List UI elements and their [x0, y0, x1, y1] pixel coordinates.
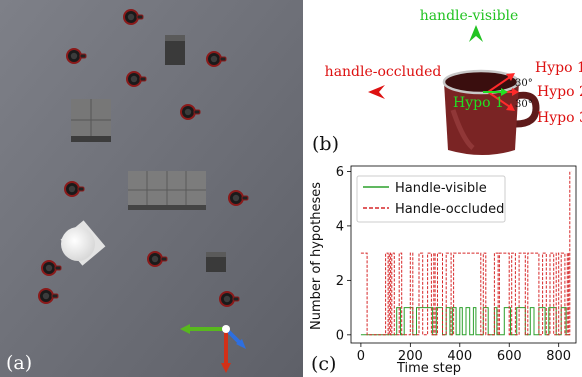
hypo-1-label: Hypo 1: [535, 60, 582, 76]
legend-box: [356, 175, 506, 223]
panel-a-label: (a): [6, 352, 32, 374]
handle-visible-arrow-icon: [469, 25, 483, 42]
mug-hypothesis-panel: handle-visible handle-occluded 30° 30° H…: [312, 8, 582, 155]
x-tick-label: 800: [546, 349, 571, 364]
handle-occluded-label: handle-occluded: [325, 64, 442, 80]
angle-top-label: 30°: [515, 78, 533, 89]
hypo-center-label: Hypo 1: [453, 95, 504, 111]
series-group: [360, 170, 572, 336]
y-tick-label: 2: [336, 274, 344, 289]
y-tick-label: 6: [336, 165, 344, 180]
box-small-bottom: [206, 252, 226, 272]
x-tick-label: 400: [447, 349, 472, 364]
hypotheses-chart: 0 2 4 6 0 200 400 600 800 Handle-visible Handle…: [309, 165, 577, 376]
x-tick-label: 600: [497, 349, 522, 364]
series-line-handle-occluded: [360, 170, 572, 336]
panel-b-label: (b): [312, 133, 339, 155]
hypothesis-arrows: [483, 73, 519, 111]
y-tick-label: 4: [336, 219, 344, 234]
legend-label-occluded: Handle-occluded: [395, 202, 504, 217]
legend-label-visible: Handle-visible: [395, 181, 487, 196]
x-axis-title: Time step: [396, 361, 461, 376]
y-tick-label: 0: [336, 328, 344, 343]
white-cylinder: [60, 220, 106, 266]
y-axis: 0 2 4 6: [336, 165, 351, 343]
hypo-3-label: Hypo 3: [537, 110, 582, 126]
x-tick-label: 200: [398, 349, 423, 364]
x-tick-label: 0: [357, 349, 365, 364]
series-line-handle-visible: [360, 307, 570, 336]
box-cube-large: [71, 99, 111, 142]
handle-occluded-arrow-icon: [368, 85, 385, 99]
hypo-2-label: Hypo 2: [537, 84, 582, 100]
axis-gizmo-icon: [180, 324, 246, 373]
box-small-top: [165, 35, 185, 65]
x-axis: 0 200 400 600 800: [357, 343, 571, 364]
legend: Handle-visible Handle-occluded: [356, 175, 506, 223]
box-long: [128, 171, 206, 210]
y-axis-title: Number of hypotheses: [309, 182, 324, 330]
handle-visible-label: handle-visible: [420, 8, 519, 24]
angle-bottom-label: 30°: [515, 99, 533, 110]
panel-c-label: (c): [311, 353, 336, 375]
simulation-scene-panel: (a): [0, 0, 303, 377]
